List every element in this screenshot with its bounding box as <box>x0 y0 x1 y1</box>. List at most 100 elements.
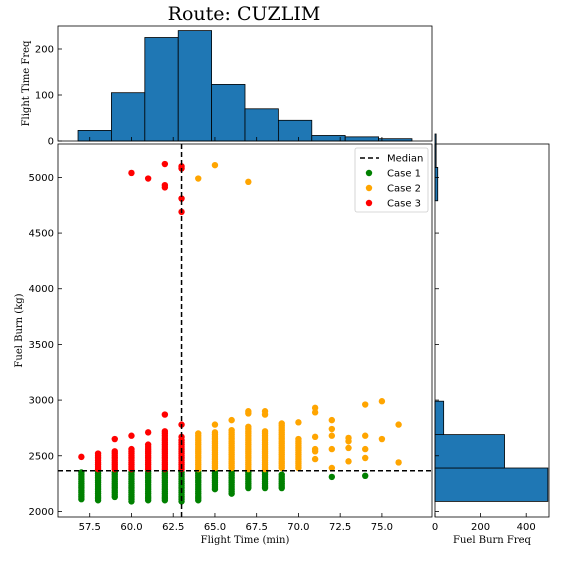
y-tick-label: 0 <box>48 137 54 148</box>
x-tick-label: 65.0 <box>204 522 226 533</box>
x-tick-label: 67.5 <box>246 522 268 533</box>
x-tick-label: 60.0 <box>120 522 142 533</box>
figure-title: Route: CUZLIM <box>168 3 321 25</box>
x-tick-label: 72.5 <box>329 522 351 533</box>
data-point <box>362 432 369 439</box>
y-tick-label: 2500 <box>29 451 54 462</box>
right-histogram: 0 200 400 Fuel Burn Freq <box>432 133 550 546</box>
legend-label: Case 3 <box>387 199 421 210</box>
data-point <box>395 459 402 466</box>
histogram-bar <box>111 92 146 142</box>
x-tick-label: 57.5 <box>79 522 101 533</box>
data-point <box>261 428 269 435</box>
data-point <box>161 411 169 418</box>
data-point <box>111 435 118 443</box>
data-point <box>328 416 336 424</box>
data-point <box>128 445 135 453</box>
x-tick-label: 70.0 <box>287 522 309 533</box>
histogram-bar <box>344 136 379 142</box>
histogram-bar <box>434 434 505 469</box>
data-point <box>178 163 185 170</box>
data-point <box>328 464 336 472</box>
data-point <box>144 441 152 448</box>
x-axis-label: Flight Time (min) <box>201 535 290 546</box>
data-point <box>278 471 285 478</box>
data-point <box>328 425 336 433</box>
data-point <box>211 429 219 436</box>
data-point <box>161 181 169 189</box>
x-tick-label: 75.0 <box>371 522 393 533</box>
x-tick-label: 0 <box>432 522 438 533</box>
y-axis-label: Flight Time Freq <box>21 40 32 126</box>
data-point <box>345 458 352 465</box>
x-axis-label: Fuel Burn Freq <box>453 535 531 546</box>
data-point <box>228 416 235 424</box>
data-point <box>228 426 235 434</box>
data-point <box>311 409 319 416</box>
legend-frame <box>354 147 429 213</box>
data-point <box>144 175 152 182</box>
data-point <box>311 404 319 412</box>
y-tick-label: 200 <box>35 45 54 56</box>
x-tick-label: 400 <box>517 522 536 533</box>
data-point <box>395 421 402 428</box>
x-tick-label: 62.5 <box>162 522 184 533</box>
data-point <box>128 432 135 439</box>
histogram-bar <box>211 84 246 142</box>
data-point <box>245 408 252 415</box>
data-point <box>328 445 336 453</box>
axes-frame <box>57 143 433 518</box>
data-point <box>328 432 336 439</box>
y-tick-label: 100 <box>35 91 54 102</box>
y-tick-label: 3500 <box>29 340 54 351</box>
data-point <box>328 473 336 481</box>
histogram-bar <box>144 37 179 142</box>
data-point <box>311 445 319 453</box>
data-point <box>161 428 169 435</box>
data-point <box>362 454 369 462</box>
data-point <box>161 160 169 168</box>
data-point <box>362 472 369 480</box>
data-point <box>345 444 352 452</box>
histogram-bar <box>244 108 279 142</box>
data-point <box>261 408 269 415</box>
data-point <box>195 175 202 182</box>
y-tick-label: 4000 <box>29 284 54 295</box>
legend: Median Case 1 Case 2 Case 3 <box>354 147 429 213</box>
y-tick-label: 4500 <box>29 229 54 240</box>
data-point <box>211 161 219 169</box>
y-tick-label: 3000 <box>29 396 54 407</box>
data-point <box>128 169 135 177</box>
data-point <box>362 401 369 408</box>
data-point <box>178 195 185 202</box>
data-point <box>245 423 252 431</box>
histogram-bar <box>434 467 549 502</box>
data-point <box>378 398 386 405</box>
histogram-bar <box>277 119 313 142</box>
data-point <box>211 421 219 428</box>
data-point <box>94 450 102 457</box>
legend-marker <box>365 169 373 177</box>
legend-label: Median <box>387 154 423 165</box>
y-axis-label: Fuel Burn (kg) <box>14 293 25 367</box>
histogram-bar <box>434 400 445 436</box>
data-point <box>345 434 352 442</box>
data-point <box>111 448 118 455</box>
legend-label: Case 2 <box>387 184 421 195</box>
data-point <box>144 429 152 436</box>
data-point <box>195 430 202 437</box>
data-point <box>362 445 369 453</box>
data-point <box>378 435 386 443</box>
data-point <box>295 419 302 426</box>
data-point <box>245 178 252 186</box>
legend-label: Case 1 <box>387 169 421 180</box>
histogram-bar <box>434 166 439 202</box>
main-scatter-plot: 57.5 60.0 62.5 65.0 67.5 70.0 72.5 75.0 2000 2500… <box>14 143 433 546</box>
data-point <box>295 435 302 443</box>
data-point <box>278 420 285 427</box>
legend-marker <box>365 199 373 207</box>
axes-frame <box>57 25 433 142</box>
y-tick-label: 2000 <box>29 507 54 518</box>
